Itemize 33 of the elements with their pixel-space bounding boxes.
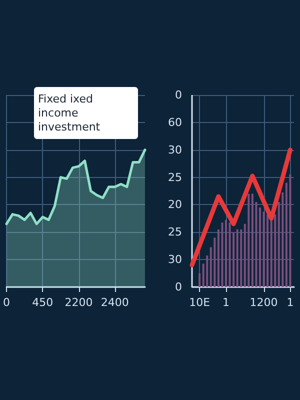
bar [198, 273, 201, 287]
bar [289, 174, 292, 287]
x-tick-label: 450 [32, 296, 54, 309]
x-tick-label: 0 [3, 296, 10, 309]
bar [248, 194, 250, 287]
bar [266, 214, 269, 287]
bar [228, 222, 231, 287]
bar [225, 220, 227, 287]
bar [282, 192, 284, 287]
text: 0 [175, 280, 182, 294]
text: 25 [168, 226, 182, 239]
text: 30 [168, 143, 182, 156]
bar [251, 194, 254, 287]
bar [259, 207, 261, 287]
text: 60 [168, 116, 182, 129]
bar [274, 214, 276, 287]
bar [221, 222, 224, 287]
bar [214, 238, 216, 287]
x-tick-label: 2200 [64, 296, 93, 309]
text: 20 [168, 198, 182, 212]
text: 25 [168, 170, 182, 184]
bar [262, 212, 265, 287]
text: 30 [168, 253, 182, 266]
x-tick-label: 1200 [250, 296, 278, 309]
text: 0 [175, 88, 182, 102]
x-tick-label: 2400 [100, 296, 129, 309]
bar [236, 229, 238, 287]
bar [240, 229, 242, 287]
x-tick-label: 10E [189, 296, 210, 309]
bar [206, 255, 208, 287]
x-tick-label: 1 [286, 296, 294, 309]
x-tick-label: 1 [222, 296, 230, 309]
text: Fixed ixed income investment [38, 92, 101, 134]
